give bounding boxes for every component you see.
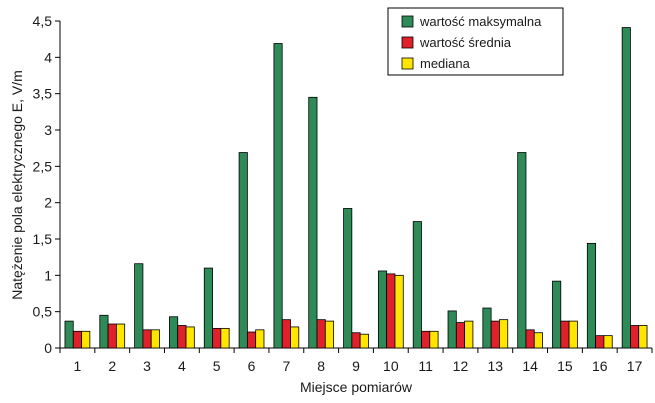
x-axis: 1 2 3 4 5 6 7 8 9 10 11 12 13 14 15 16 17 bbox=[59, 347, 653, 374]
bar-median-5 bbox=[220, 327, 230, 349]
bar-mean-7 bbox=[281, 319, 291, 349]
x-tick-label: 10 bbox=[383, 358, 399, 374]
bar-median-10 bbox=[394, 274, 404, 349]
bar-median-6 bbox=[255, 329, 265, 349]
bar-median-9 bbox=[359, 333, 369, 349]
x-tick-label: 12 bbox=[453, 358, 469, 374]
x-axis-title: Miejsce pomiarów bbox=[300, 379, 413, 395]
bar-max-4 bbox=[169, 316, 179, 349]
bar-mean-15 bbox=[560, 320, 570, 349]
y-tick-label: 1 bbox=[44, 267, 52, 283]
bar-median-12 bbox=[464, 320, 474, 349]
bar-max-6 bbox=[238, 152, 248, 349]
x-tick-label: 6 bbox=[248, 358, 256, 374]
bar-max-7 bbox=[273, 43, 283, 349]
bar-mean-12 bbox=[455, 322, 466, 349]
bar-median-2 bbox=[115, 323, 126, 349]
bar-max-10 bbox=[377, 270, 388, 349]
legend-label: wartość średnia bbox=[419, 35, 512, 50]
bar-mean-3 bbox=[142, 329, 152, 349]
bar-max-11 bbox=[412, 221, 422, 349]
bar-mean-10 bbox=[386, 273, 396, 349]
bar-mean-16 bbox=[595, 335, 605, 349]
bar-median-15 bbox=[568, 320, 578, 349]
bar-mean-1 bbox=[72, 330, 82, 349]
legend-swatch bbox=[401, 36, 414, 49]
bar-max-9 bbox=[343, 208, 353, 349]
bar-mean-11 bbox=[421, 330, 431, 349]
x-tick-label: 11 bbox=[418, 358, 433, 374]
legend-swatch bbox=[401, 15, 414, 28]
y-axis-title: Natężenie pola elektrycznego E, V/m bbox=[9, 70, 25, 300]
bars bbox=[64, 27, 648, 349]
x-tick-label: 13 bbox=[488, 358, 504, 374]
x-tick-label: 1 bbox=[74, 358, 82, 374]
y-axis: 0 0,5 1 1,5 2 2,5 3 3,5 4 4,5 bbox=[33, 13, 61, 356]
legend-label: mediana bbox=[420, 56, 471, 71]
y-tick-label: 3,5 bbox=[33, 86, 53, 102]
bar-max-13 bbox=[482, 307, 492, 349]
x-tick-label: 14 bbox=[522, 358, 538, 374]
x-tick-label: 16 bbox=[592, 358, 608, 374]
bar-max-16 bbox=[586, 242, 597, 349]
y-tick-label: 2,5 bbox=[33, 158, 53, 174]
bar-mean-4 bbox=[177, 325, 187, 349]
bar-mean-13 bbox=[490, 320, 500, 349]
bar-max-17 bbox=[621, 27, 631, 349]
bar-median-7 bbox=[290, 326, 300, 349]
bar-mean-14 bbox=[525, 329, 535, 349]
x-tick-label: 2 bbox=[108, 358, 116, 374]
bar-mean-5 bbox=[212, 327, 222, 349]
y-tick-label: 0,5 bbox=[33, 304, 53, 320]
bar-mean-8 bbox=[316, 319, 326, 349]
bar-median-13 bbox=[499, 319, 509, 349]
bar-median-4 bbox=[185, 326, 195, 349]
bar-mean-9 bbox=[351, 332, 361, 349]
bar-max-8 bbox=[308, 96, 318, 349]
legend: wartość maksymalna wartość średnia mediana bbox=[387, 7, 564, 76]
x-tick-label: 7 bbox=[282, 358, 290, 374]
legend-box bbox=[387, 7, 564, 76]
bar-max-5 bbox=[203, 267, 213, 349]
bar-max-12 bbox=[447, 310, 457, 349]
bar-median-17 bbox=[638, 325, 648, 349]
legend-label: wartość maksymalna bbox=[419, 14, 542, 29]
y-tick-label: 3 bbox=[44, 122, 52, 138]
bar-max-1 bbox=[64, 320, 74, 349]
y-tick-label: 4,5 bbox=[33, 13, 53, 29]
bar-mean-6 bbox=[246, 331, 257, 349]
y-tick-label: 0 bbox=[44, 340, 52, 356]
x-tick-label: 9 bbox=[352, 358, 360, 374]
x-tick-label: 8 bbox=[317, 358, 325, 374]
bar-max-15 bbox=[552, 280, 562, 349]
x-tick-label: 17 bbox=[627, 358, 643, 374]
x-tick-label: 15 bbox=[557, 358, 573, 374]
x-tick-label: 3 bbox=[143, 358, 151, 374]
bar-max-14 bbox=[517, 152, 527, 349]
y-tick-label: 1,5 bbox=[33, 231, 53, 247]
y-tick-label: 2 bbox=[44, 195, 52, 211]
bar-median-16 bbox=[603, 335, 613, 349]
bar-max-3 bbox=[134, 263, 144, 349]
x-tick-label: 5 bbox=[213, 358, 221, 374]
bar-mean-2 bbox=[107, 323, 117, 349]
bar-median-8 bbox=[324, 320, 335, 349]
bar-median-11 bbox=[429, 330, 439, 349]
bar-median-14 bbox=[533, 332, 543, 349]
legend-swatch bbox=[401, 57, 414, 70]
bar-median-3 bbox=[150, 329, 160, 349]
bar-max-2 bbox=[99, 314, 109, 349]
bar-median-1 bbox=[81, 330, 91, 349]
x-tick-label: 4 bbox=[178, 358, 186, 374]
bar-mean-17 bbox=[630, 325, 640, 349]
y-tick-label: 4 bbox=[44, 49, 52, 65]
